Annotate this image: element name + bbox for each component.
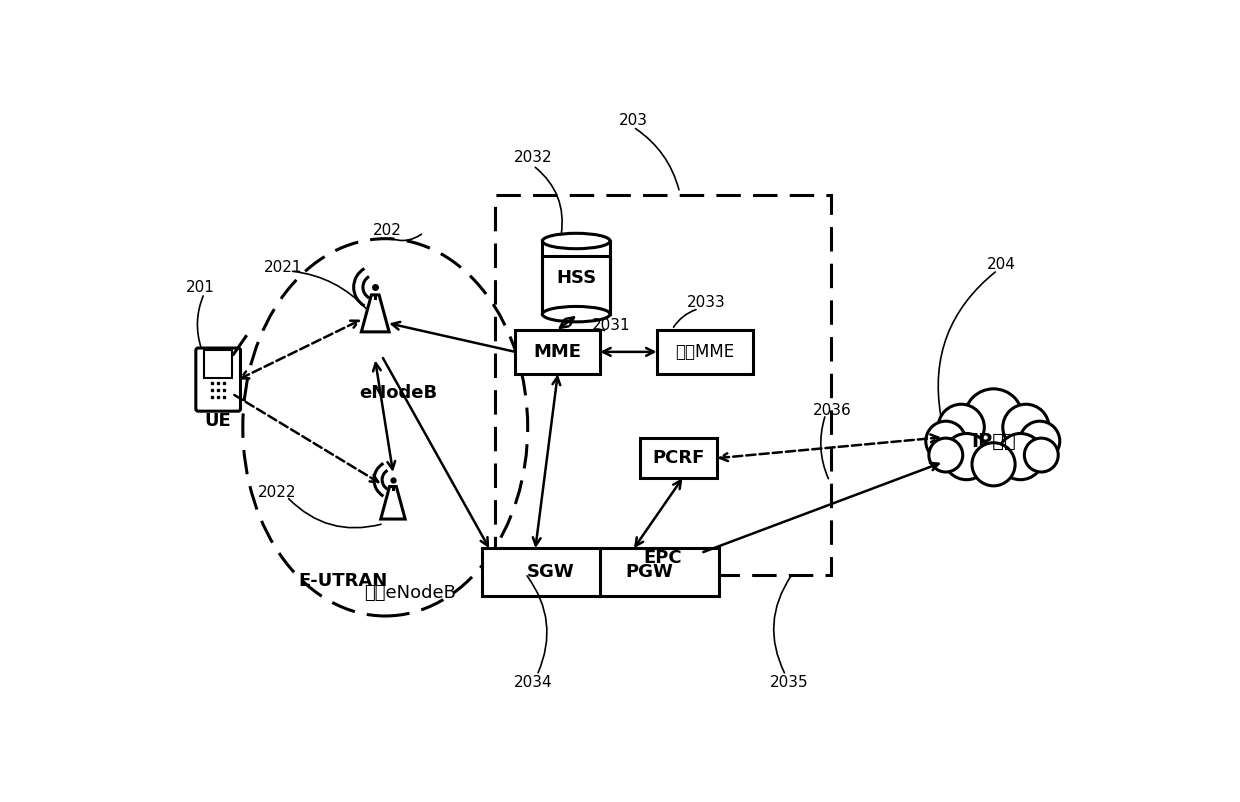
- Text: PCRF: PCRF: [652, 449, 704, 467]
- FancyBboxPatch shape: [196, 348, 241, 411]
- Polygon shape: [361, 295, 389, 332]
- Circle shape: [1003, 404, 1049, 451]
- Text: 2036: 2036: [812, 403, 851, 418]
- Bar: [542, 257, 610, 314]
- Polygon shape: [381, 487, 405, 519]
- Text: 201: 201: [186, 280, 215, 294]
- Circle shape: [997, 434, 1044, 480]
- Circle shape: [1019, 421, 1060, 461]
- Text: 2035: 2035: [770, 675, 808, 691]
- Text: 203: 203: [619, 113, 647, 128]
- Text: PGW: PGW: [625, 563, 673, 581]
- Text: EPC: EPC: [644, 549, 682, 567]
- Circle shape: [926, 421, 966, 461]
- Text: 2034: 2034: [513, 675, 552, 691]
- Bar: [495, 195, 831, 575]
- Circle shape: [939, 404, 985, 451]
- Text: 2022: 2022: [258, 485, 296, 500]
- Text: 202: 202: [373, 224, 402, 238]
- Text: MME: MME: [533, 343, 582, 361]
- Text: 204: 204: [987, 257, 1016, 272]
- Bar: [516, 330, 600, 375]
- Text: HSS: HSS: [556, 269, 596, 286]
- Ellipse shape: [542, 306, 610, 322]
- Circle shape: [1024, 438, 1058, 472]
- Bar: [640, 438, 717, 478]
- Text: SGW: SGW: [527, 563, 574, 581]
- Circle shape: [944, 434, 990, 480]
- Text: UE: UE: [205, 412, 232, 430]
- Text: 2033: 2033: [687, 295, 725, 310]
- Bar: [657, 330, 753, 375]
- Text: eNodeB: eNodeB: [360, 383, 438, 402]
- Text: IP业务: IP业务: [971, 431, 1016, 451]
- Text: 2021: 2021: [264, 260, 303, 274]
- Text: 2032: 2032: [513, 150, 552, 165]
- Ellipse shape: [542, 233, 610, 249]
- Circle shape: [972, 443, 1016, 486]
- Text: 2031: 2031: [591, 318, 630, 333]
- Text: 其它eNodeB: 其它eNodeB: [365, 584, 456, 602]
- Bar: [481, 549, 719, 596]
- Bar: [205, 350, 232, 378]
- Text: E-UTRAN: E-UTRAN: [299, 573, 388, 590]
- Circle shape: [929, 438, 962, 472]
- Circle shape: [965, 389, 1023, 448]
- Text: 其它MME: 其它MME: [676, 343, 734, 361]
